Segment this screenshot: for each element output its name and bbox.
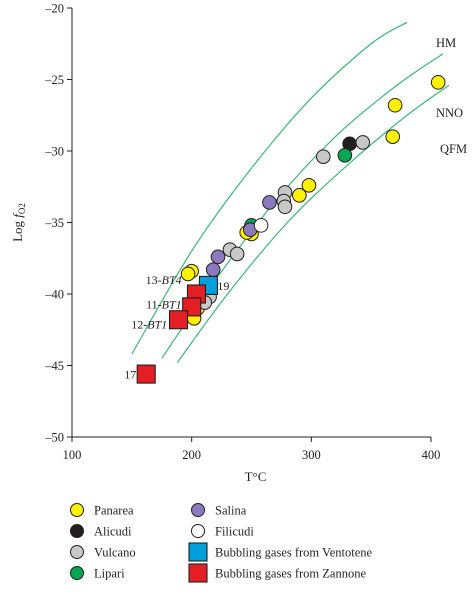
- y-tick-label: –35: [44, 216, 64, 230]
- y-tick-label: –20: [44, 2, 64, 16]
- buffer-curve-qfm: [176, 84, 450, 363]
- legend-marker-lipari: [70, 566, 84, 580]
- legend-marker-panarea: [70, 503, 84, 517]
- data-point-bubbling-gases-from-zannone: [168, 310, 189, 330]
- annotation-label: 17: [124, 368, 136, 382]
- legend-label-bubbling-gases-from-zannone: Bubbling gases from Zannone: [215, 567, 366, 581]
- legend-label-alicudi: Alicudi: [94, 525, 132, 539]
- x-tick-label: 400: [422, 448, 441, 462]
- data-point-panarea: [292, 188, 307, 203]
- y-tick-label: –50: [44, 431, 64, 445]
- legend-marker-bubbling-gases-from-ventotene: [188, 542, 208, 562]
- data-point-filicudi: [253, 218, 269, 233]
- legend-label-filicudi: Filicudi: [215, 525, 254, 539]
- data-point-vulcano: [229, 246, 245, 262]
- buffer-label-hm: HM: [436, 36, 456, 50]
- buffer-curve-nno: [161, 53, 444, 359]
- legend-marker-alicudi: [70, 524, 84, 538]
- data-point-salina: [210, 249, 226, 265]
- x-tick-label: 100: [63, 448, 82, 462]
- y-tick-label: –40: [44, 288, 64, 302]
- y-tick-label: –45: [44, 359, 64, 373]
- x-tick-label: 300: [302, 448, 321, 462]
- legend-marker-bubbling-gases-from-zannone: [188, 563, 208, 583]
- data-point-bubbling-gases-from-zannone: [136, 364, 156, 384]
- legend: Panarea Alicudi Vulcano Lipari Salina Filicud…: [70, 503, 372, 583]
- annotation-label: 11-BT1: [146, 298, 182, 312]
- data-point-panarea: [385, 129, 401, 144]
- x-axis-title: T°C: [245, 469, 267, 484]
- data-point-lipari: [337, 147, 353, 163]
- data-point-panarea: [180, 266, 196, 282]
- data-point-panarea: [387, 97, 403, 113]
- data-point-salina: [262, 195, 277, 210]
- legend-marker-filicudi: [191, 524, 205, 538]
- buffer-label-qfm: QFM: [440, 142, 467, 156]
- buffer-curve-hm: [131, 21, 408, 355]
- buffer-label-nno: NNO: [436, 106, 463, 120]
- legend-marker-vulcano: [70, 545, 84, 559]
- legend-label-panarea: Panarea: [94, 504, 134, 518]
- annotation-label: 13-BT4: [146, 273, 182, 287]
- y-tick-label: –25: [44, 73, 64, 87]
- data-point-vulcano: [316, 149, 331, 165]
- data-point-vulcano: [355, 135, 371, 150]
- data-point-panarea: [301, 178, 317, 193]
- legend-label-lipari: Lipari: [94, 567, 125, 581]
- axes: –20 –25 –30 –35 –40 –45 –50 100 200 300 400 T°C Log …: [10, 2, 440, 485]
- legend-label-bubbling-gases-from-ventotene: Bubbling gases from Ventotene: [215, 546, 372, 560]
- annotation-label: 12-BT1: [131, 318, 167, 332]
- x-tick-label: 200: [182, 448, 201, 462]
- plot-area: HM NNO QFM 13-BT4 11-BT1 12-BT1 19 17: [124, 21, 467, 384]
- y-tick-label: –30: [44, 145, 64, 159]
- data-point-panarea: [430, 75, 446, 90]
- legend-marker-salina: [191, 503, 205, 517]
- data-point-salina: [205, 262, 221, 277]
- legend-label-vulcano: Vulcano: [94, 546, 136, 560]
- annotation-label: 19: [217, 279, 229, 293]
- data-point-vulcano: [277, 199, 293, 215]
- legend-label-salina: Salina: [215, 504, 247, 518]
- y-axis-title: Log fO2: [10, 203, 27, 242]
